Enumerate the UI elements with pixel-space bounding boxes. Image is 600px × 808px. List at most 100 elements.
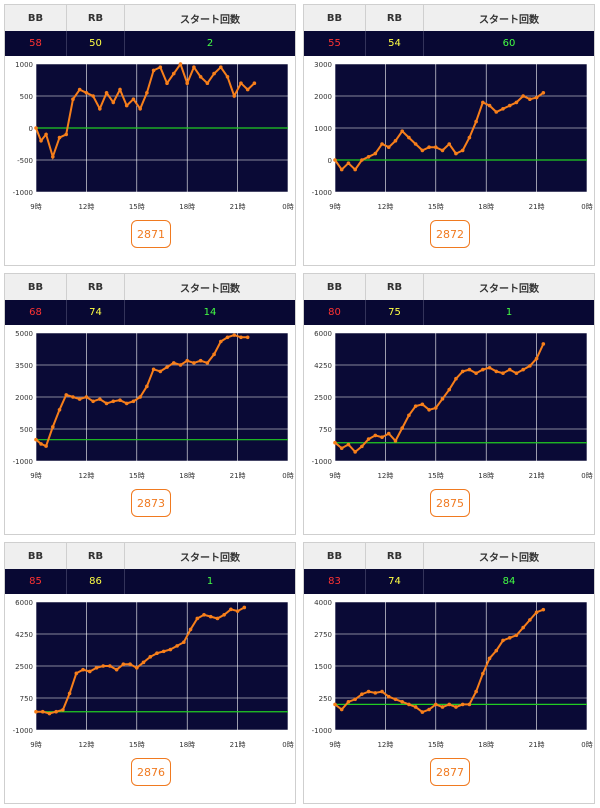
rb-header: RB	[366, 5, 424, 31]
data-point	[413, 404, 418, 408]
machine-number-button[interactable]: 2873	[131, 489, 171, 517]
data-point	[481, 100, 485, 105]
data-point	[44, 444, 48, 448]
data-point	[225, 75, 230, 79]
data-point	[118, 398, 122, 402]
data-point	[447, 702, 452, 707]
data-point	[454, 705, 458, 709]
stats-header: BB RB スタート回数	[5, 274, 295, 300]
data-point	[161, 649, 166, 654]
data-point	[339, 446, 344, 450]
x-tick-label: 21時	[529, 472, 545, 480]
rb-header: RB	[366, 543, 424, 569]
rb-count: 74	[366, 569, 424, 594]
x-tick-label: 9時	[30, 741, 41, 749]
y-tick-label: 1500	[314, 663, 332, 671]
data-point	[521, 367, 525, 372]
data-point	[454, 151, 458, 156]
x-tick-label: 9時	[329, 203, 340, 211]
data-point	[360, 158, 364, 162]
x-tick-label: 18時	[179, 203, 195, 211]
machine-number-button[interactable]: 2871	[131, 220, 171, 248]
data-point	[131, 97, 136, 101]
y-tick-label: 6000	[314, 330, 332, 338]
y-tick-label: 0	[328, 157, 332, 165]
rb-count: 75	[366, 300, 424, 325]
data-point	[232, 94, 237, 98]
data-point	[494, 369, 499, 374]
machine-number-button[interactable]: 2877	[430, 758, 470, 786]
data-point	[333, 158, 337, 162]
x-tick-label: 18時	[478, 203, 494, 211]
slump-graph: 1000 500 0 -500 -1000 9時 12時 15時 18時 21時 0時	[13, 61, 294, 211]
data-point	[393, 439, 398, 443]
y-tick-label: 2000	[15, 394, 33, 402]
data-point	[39, 442, 43, 446]
x-tick-label: 0時	[282, 741, 293, 749]
data-point	[108, 664, 112, 668]
data-point	[34, 709, 38, 714]
start-count: 60	[502, 38, 516, 49]
data-point	[521, 625, 525, 630]
y-tick-label: 3000	[314, 61, 332, 69]
data-point	[487, 656, 492, 661]
data-point	[460, 702, 465, 707]
data-point	[57, 408, 62, 412]
machine-number-button[interactable]: 2872	[430, 220, 470, 248]
data-point	[501, 107, 505, 111]
x-tick-label: 0時	[581, 203, 592, 211]
data-point	[198, 358, 203, 363]
data-point	[467, 135, 472, 140]
data-point	[195, 616, 200, 621]
y-tick-label: -1000	[13, 189, 33, 197]
data-point	[114, 667, 119, 672]
bb-count: 85	[5, 569, 67, 594]
rb-header: RB	[67, 5, 125, 31]
data-point	[98, 397, 102, 401]
stats-values: 68 74 14	[5, 300, 295, 325]
data-point	[104, 401, 109, 406]
data-point	[205, 361, 210, 365]
y-tick-label: -500	[17, 157, 33, 165]
data-point	[101, 664, 105, 668]
x-tick-label: 21時	[230, 203, 246, 211]
data-point	[373, 691, 378, 695]
data-point	[171, 71, 176, 76]
data-point	[158, 369, 163, 374]
y-tick-label: 2500	[15, 663, 33, 671]
data-point	[407, 135, 411, 140]
data-point	[507, 103, 512, 108]
data-point	[51, 155, 55, 159]
data-point	[47, 711, 52, 716]
data-point	[81, 667, 85, 672]
data-point	[366, 155, 371, 159]
data-point	[212, 71, 216, 76]
bb-header: BB	[304, 274, 366, 300]
start-count-header: スタート回数	[180, 552, 240, 564]
slump-graph: 4000 2750 1500 250 -1000 9時 12時 15時 18時 21時 0時	[312, 599, 593, 749]
stats-header: BB RB スタート回数	[304, 5, 594, 31]
x-tick-label: 9時	[329, 472, 340, 480]
data-point	[51, 425, 55, 429]
start-count: 1	[505, 307, 513, 318]
data-point	[87, 669, 92, 674]
bb-header: BB	[5, 543, 67, 569]
machine-number-button[interactable]: 2875	[430, 489, 470, 517]
data-point	[413, 142, 418, 146]
slump-graph: 6000 4250 2500 750 -1000 9時 12時 15時 18時 21時 0時	[312, 330, 593, 480]
bb-count: 58	[5, 31, 67, 56]
x-tick-label: 15時	[129, 203, 145, 211]
data-point	[124, 103, 129, 108]
rb-header: RB	[366, 274, 424, 300]
data-point	[229, 607, 233, 612]
data-point	[178, 363, 183, 367]
y-tick-label: 3500	[15, 362, 33, 370]
machine-number-button[interactable]: 2876	[131, 758, 171, 786]
data-point	[198, 75, 203, 79]
bb-count: 80	[304, 300, 366, 325]
data-point	[434, 702, 438, 707]
rb-count: 86	[67, 569, 125, 594]
data-point	[494, 110, 499, 114]
data-point	[474, 689, 478, 694]
data-point	[77, 397, 82, 401]
